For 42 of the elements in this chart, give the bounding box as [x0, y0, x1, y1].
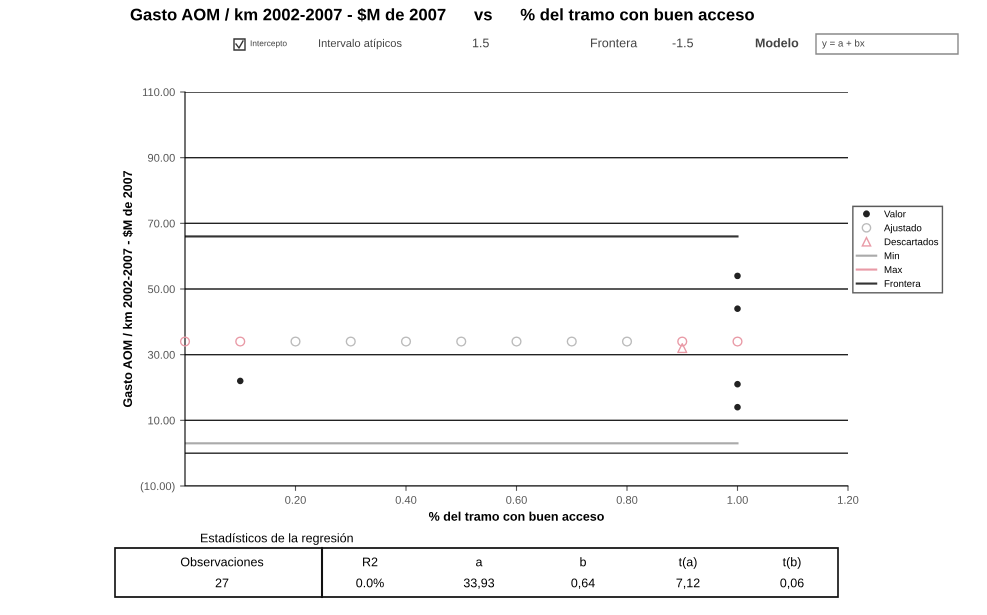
legend-label: Descartados [884, 238, 938, 246]
y-tick-label: 10.00 [148, 416, 175, 424]
text: Intercepto [250, 40, 287, 48]
text: 0,64 [571, 578, 595, 589]
x-tick-label: 0.60 [506, 496, 527, 504]
text: a [476, 560, 482, 566]
text: -1.5 [672, 38, 694, 48]
y-tick-label: 110.00 [142, 88, 175, 96]
y-tick-label: 70.00 [148, 220, 175, 228]
text: y = a + bx [822, 39, 865, 49]
x-tick-label: 0.40 [396, 496, 416, 504]
text: 0.0% [356, 578, 384, 588]
legend-label: Max [884, 266, 902, 274]
text: R2 [363, 558, 378, 566]
y-tick-label: 30.00 [148, 350, 175, 359]
x-tick-label: 1.00 [728, 496, 748, 504]
text: 27 [216, 578, 228, 588]
x-tick-label: 0.20 [285, 496, 306, 504]
text: Frontera [591, 38, 638, 48]
x-tick-label: 0.80 [616, 496, 638, 504]
y-tick-label: 50.00 [148, 285, 175, 294]
text: 0,06 [780, 578, 804, 589]
legend-label: Valor [884, 210, 906, 218]
text: 1.5 [472, 38, 489, 48]
text: t(a) [678, 557, 697, 569]
text: Intervalo atípicos [319, 38, 402, 50]
x-tick-label: 1.20 [838, 496, 858, 504]
y-tick-label: (10.00) [140, 482, 175, 492]
legend-label: Ajustado [884, 224, 922, 234]
chart-title: Gasto AOM / km 2002-2007 - $M de 2007 vs % del tramo con buen acceso [130, 8, 754, 22]
text: Observaciones [180, 557, 264, 566]
text: Modelo [756, 38, 798, 48]
y-tick-label: 90.00 [148, 154, 175, 162]
x-axis-title: % del tramo con buen acceso [428, 512, 604, 521]
text: 7,12 [676, 578, 700, 589]
text: b [580, 557, 586, 566]
y-axis-title: Gasto AOM / km 2002-2007 - $M de 2007 [122, 170, 133, 408]
text: Estadísticos de la regresión [201, 533, 353, 545]
text: t(b) [782, 557, 801, 569]
legend-label: Frontera [884, 280, 921, 288]
text: 33,93 [464, 578, 494, 589]
legend-label: Min [884, 252, 900, 260]
